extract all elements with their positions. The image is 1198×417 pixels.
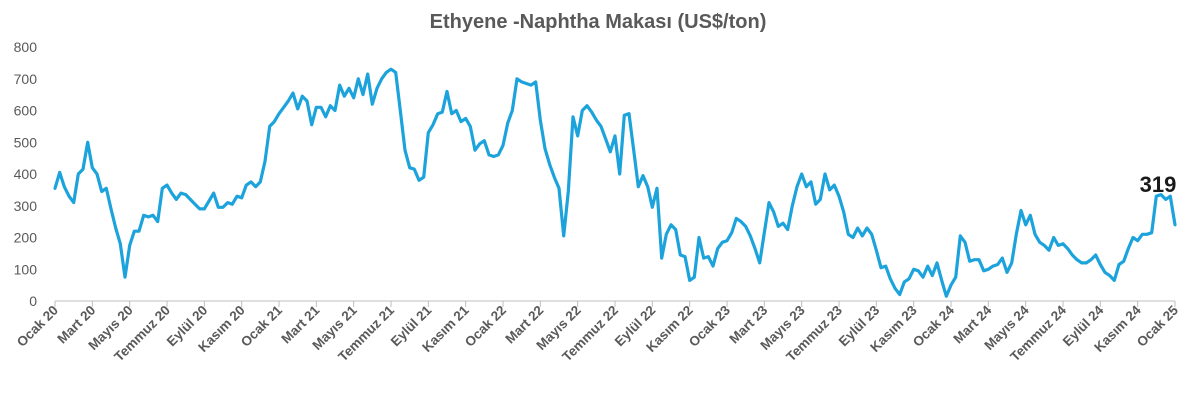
y-tick-label: 800 <box>14 39 38 55</box>
x-tick-label: Ocak 23 <box>686 302 734 350</box>
last-value-label: 319 <box>1140 172 1177 197</box>
x-tick-label: Ocak 22 <box>462 303 509 350</box>
x-tick-label: Ocak 21 <box>238 302 286 350</box>
y-tick-label: 100 <box>14 261 38 277</box>
y-tick-label: 500 <box>14 134 38 150</box>
plot-area <box>53 67 1177 298</box>
chart-title: Ethyene -Naphtha Makası (US$/ton) <box>430 11 767 33</box>
y-tick-label: 700 <box>14 71 38 87</box>
y-tick-label: 300 <box>14 198 38 214</box>
y-tick-label: 600 <box>14 103 38 119</box>
x-tick-label: Ocak 20 <box>14 303 61 350</box>
y-tick-label: 0 <box>29 293 37 309</box>
y-tick-label: 400 <box>14 166 38 182</box>
y-tick-label: 200 <box>14 230 38 246</box>
series-line <box>53 67 1177 298</box>
x-tick-label: Ocak 24 <box>910 302 958 350</box>
x-tick-label: Ocak 25 <box>1134 302 1182 350</box>
y-axis: 0 100 200 300 400 500 600 700 800 <box>14 39 38 309</box>
